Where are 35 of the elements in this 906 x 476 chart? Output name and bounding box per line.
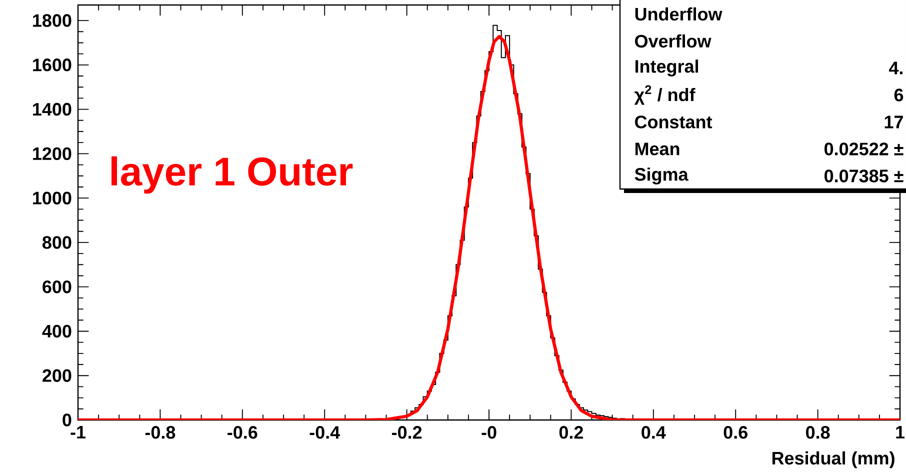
y-tick-label: 200: [42, 369, 72, 382]
x-tick-label: 0.4: [642, 426, 666, 439]
y-tick-label: 400: [42, 324, 72, 338]
x-tick-label: 1: [896, 426, 905, 438]
x-tick-label: 0.2: [559, 426, 583, 439]
annotation: Integral: [635, 60, 698, 76]
annotation: Sigma: [634, 168, 688, 184]
y-tick-label: 600: [42, 280, 72, 294]
y-tick-label: 1400: [33, 102, 72, 116]
x-tick-label: -0.6: [228, 426, 258, 439]
x-tick-label: -0: [482, 426, 496, 439]
annotation: Constant: [635, 116, 712, 128]
y-tick-label: 1200: [33, 147, 72, 160]
annotation: 0.02522 ±: [824, 142, 904, 156]
annotation: 6: [894, 88, 904, 102]
y-tick-label: 0: [62, 414, 72, 426]
y-tick-label: 1600: [33, 58, 72, 72]
annotation: χ$^{2}$ / ndf: [634, 85, 696, 105]
annotation: layer 1 Outer: [112, 156, 353, 194]
annotation: Overflow: [635, 34, 712, 48]
annotation: 0.07385 ±: [824, 170, 904, 182]
annotation: 17: [884, 116, 903, 128]
annotation: 4.: [889, 62, 902, 74]
x-axis-title: Residual (mm): [772, 451, 894, 468]
y-tick-label: 1000: [33, 192, 72, 204]
x-tick-label: -0.8: [145, 426, 176, 439]
x-tick-label: -0.4: [310, 426, 340, 439]
x-tick-label: 0.6: [724, 426, 748, 439]
x-tick-label: -1: [70, 426, 86, 438]
x-tick-label: -0.2: [392, 426, 422, 439]
y-tick-label: 1800: [33, 14, 72, 27]
x-tick-label: 0.8: [806, 426, 830, 439]
annotation: Underflow: [635, 7, 722, 21]
y-tick-label: 800: [42, 236, 72, 249]
annotation: Mean: [635, 142, 680, 156]
